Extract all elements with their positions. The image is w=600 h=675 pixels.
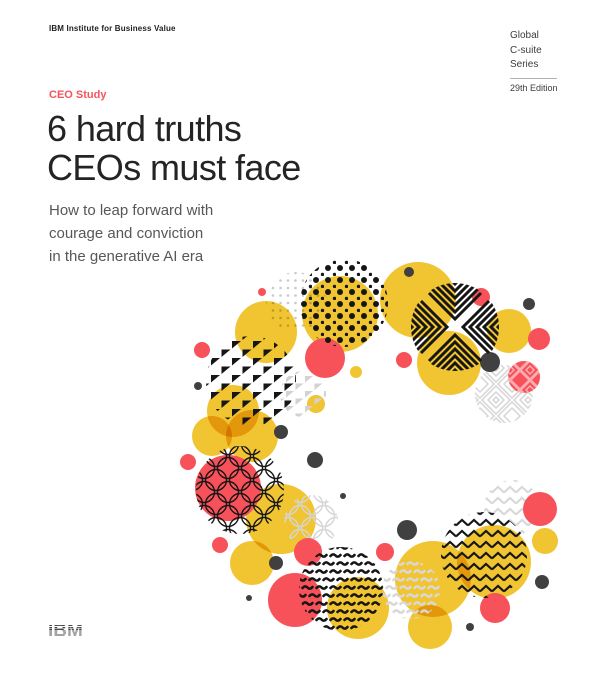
red-circle (396, 352, 412, 368)
dots-black-pattern-circle (300, 259, 388, 347)
dark-circle (466, 623, 474, 631)
wave-gray-pattern-circle (382, 561, 440, 619)
red-circle (180, 454, 196, 470)
dark-circle (397, 520, 417, 540)
tri-black-pattern-circle (206, 336, 296, 426)
pattern-overlay-circle (508, 361, 540, 393)
dark-circle (269, 556, 283, 570)
dark-circle (523, 298, 535, 310)
c-circles-group (180, 259, 558, 649)
dark-circle (480, 352, 500, 372)
quat-gray-pattern-circle (284, 495, 338, 549)
dark-circle (340, 493, 346, 499)
red-circle (528, 328, 550, 350)
series-title: Global C-suite Series (510, 30, 542, 70)
dark-circle (404, 267, 414, 277)
dark-circle (535, 575, 549, 589)
yellow-circle (350, 366, 362, 378)
series-block: Global C-suite Series 29th Edition (510, 29, 558, 93)
dark-circle (194, 382, 202, 390)
wave-black-pattern-circle (299, 547, 383, 631)
yellow-circle (230, 541, 274, 585)
red-circle (376, 543, 394, 561)
red-circle (480, 593, 510, 623)
publisher-label: IBM Institute for Business Value (49, 24, 176, 33)
yellow-circle (192, 416, 232, 456)
dark-circle (307, 452, 323, 468)
red-circle (194, 342, 210, 358)
red-circle (305, 338, 345, 378)
quat-black-pattern-circle (196, 446, 284, 534)
ibm-logo: IBM (48, 622, 94, 640)
red-circle (523, 492, 557, 526)
yellow-circle (532, 528, 558, 554)
series-edition: 29th Edition (510, 82, 558, 93)
report-subtitle: How to leap forward with courage and conv… (49, 202, 214, 265)
study-eyebrow: CEO Study (49, 89, 107, 101)
red-circle (258, 288, 266, 296)
ibm-logo-stripes (48, 623, 94, 640)
report-title: 6 hard truths CEOs must face (47, 108, 301, 188)
dark-circle (274, 425, 288, 439)
zig-black-pattern-circle (441, 512, 527, 598)
series-divider (510, 77, 557, 79)
red-circle (212, 537, 228, 553)
dark-circle (246, 595, 252, 601)
